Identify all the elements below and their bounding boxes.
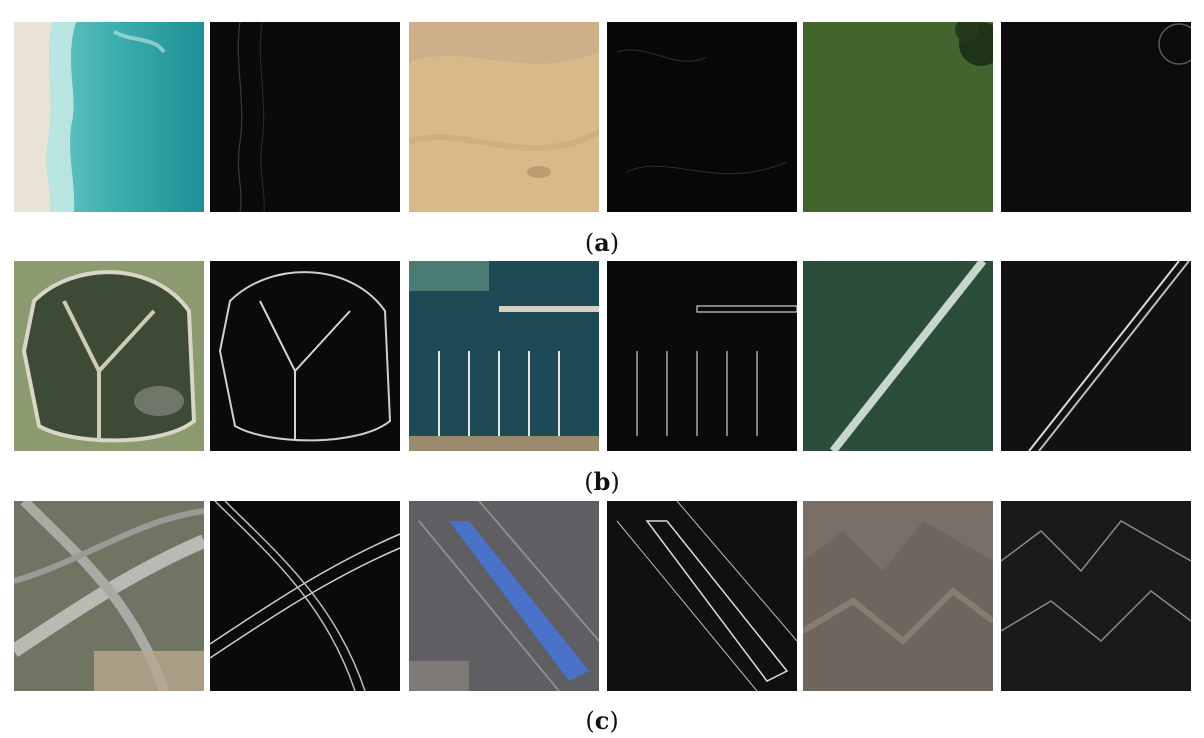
image-bridge-edge [1001,261,1191,451]
image-harbor-edge [607,261,797,451]
image-meadow-rgb [803,22,993,212]
image-reservoir-rgb [14,261,204,451]
image-interchange-rgb [14,501,204,691]
image-mountains-edge [1001,501,1191,691]
caption-a: (a) [584,228,620,257]
image-desert-rgb [409,22,599,212]
caption-b: (b) [584,467,620,496]
image-railyard-edge [607,501,797,691]
image-interchange-edge [210,501,400,691]
image-railyard-rgb [409,501,599,691]
image-beach-rgb [14,22,204,212]
image-mountains-rgb [803,501,993,691]
image-reservoir-edge [210,261,400,451]
caption-c: (c) [585,706,619,735]
image-meadow-edge [1001,22,1191,212]
image-beach-edge [210,22,400,212]
image-bridge-rgb [803,261,993,451]
image-desert-edge [607,22,797,212]
image-harbor-rgb [409,261,599,451]
